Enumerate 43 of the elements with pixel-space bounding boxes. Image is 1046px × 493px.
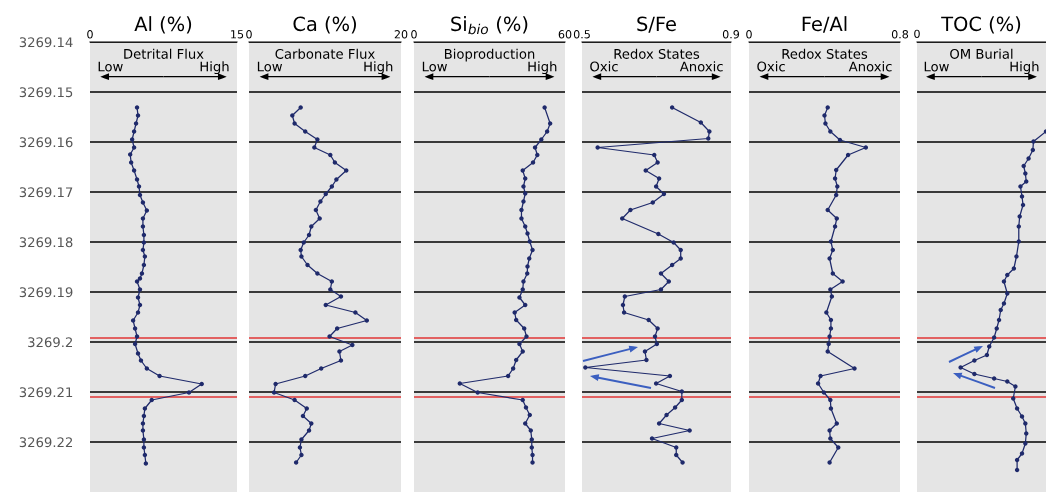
- chart-title: TOC (%): [941, 16, 1021, 34]
- annotation: Low: [924, 61, 949, 72]
- chart-title: S/Fe: [637, 16, 676, 33]
- annotation: Oxic: [590, 61, 618, 72]
- annotation: High: [528, 61, 557, 75]
- y-tick-label: 3269.22: [19, 437, 73, 448]
- annotation: High: [1010, 61, 1039, 75]
- annotation: Oxic: [757, 61, 785, 72]
- annotation: Carbonate Flux: [275, 48, 375, 59]
- y-tick-label: 3269.17: [19, 187, 73, 198]
- x-tick-label: 0.9: [722, 30, 740, 39]
- y-tick-label: 3269.15: [19, 87, 73, 98]
- y-tick-label: 3269.18: [19, 237, 73, 248]
- x-tick-label: 0: [746, 30, 752, 39]
- y-tick-label: 3269.2: [28, 337, 73, 348]
- x-tick-label: 0.5: [573, 30, 590, 39]
- chart-title: Fe/Al: [802, 16, 847, 33]
- y-tick-label: 3269.19: [19, 287, 73, 298]
- chart-title: Ca (%): [293, 16, 356, 34]
- x-tick-label: 20: [394, 30, 408, 39]
- annotation: Bioproduction: [444, 48, 535, 62]
- annotation: OM Burial: [950, 48, 1013, 59]
- x-tick-label: 0: [87, 30, 93, 39]
- x-tick-label: 15: [231, 30, 244, 39]
- chart-title: Al (%): [134, 16, 192, 34]
- annotation: Redox States: [782, 48, 868, 59]
- x-tick-label: 0: [411, 30, 417, 39]
- x-tick-label: 0: [246, 30, 252, 39]
- chart-title: Si$_{bio}$ (%): [451, 16, 528, 35]
- annotation: High: [364, 61, 393, 75]
- annotation: Low: [257, 61, 283, 72]
- annotation: Redox States: [614, 48, 700, 59]
- annotation: Anoxic: [679, 61, 723, 72]
- x-tick-label: 0.8: [891, 30, 909, 39]
- annotation: Anoxic: [848, 61, 892, 72]
- annotation: Detrital Flux: [124, 48, 204, 59]
- annotation: Low: [98, 61, 123, 72]
- x-tick-label: 60: [558, 30, 572, 39]
- y-tick-label: 3269.21: [19, 387, 73, 398]
- y-tick-label: 3269.16: [19, 137, 73, 148]
- annotation: High: [200, 61, 229, 75]
- annotation: Low: [422, 61, 447, 72]
- y-tick-label: 3269.14: [19, 37, 73, 48]
